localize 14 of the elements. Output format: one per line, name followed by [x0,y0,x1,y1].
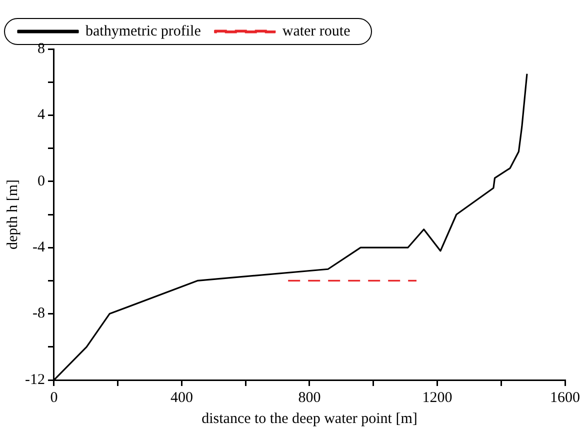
y-tick-label: -4 [32,240,46,256]
x-tick-label: 1200 [422,390,452,406]
y-axis-title: depth h [m] [4,180,21,250]
y-tick-label: 0 [37,173,45,190]
x-tick-label: 400 [170,390,193,406]
x-tick-label: 1600 [550,390,580,406]
y-tick-label: -12 [24,372,45,388]
y-tick-label: 4 [37,107,46,124]
legend-label: bathymetric profile [86,23,202,40]
x-axis-title: distance to the deep water point [m] [202,410,418,427]
legend-label: water route [282,23,351,40]
x-tick-label: 800 [298,390,321,406]
x-tick-label: 0 [50,390,58,406]
y-tick-label: -8 [32,306,45,322]
